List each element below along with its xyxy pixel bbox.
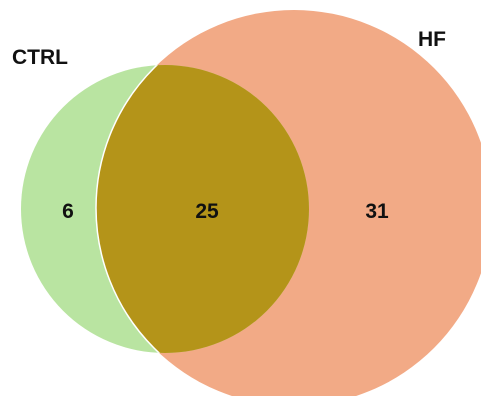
shared-count: 25 — [195, 200, 219, 223]
hf-only-count: 31 — [365, 200, 389, 223]
ctrl-only-count: 6 — [62, 200, 74, 223]
hf-label: HF — [418, 28, 446, 51]
ctrl-label: CTRL — [12, 46, 68, 69]
intersection-region — [96, 65, 309, 353]
intersection-edge — [95, 65, 309, 353]
